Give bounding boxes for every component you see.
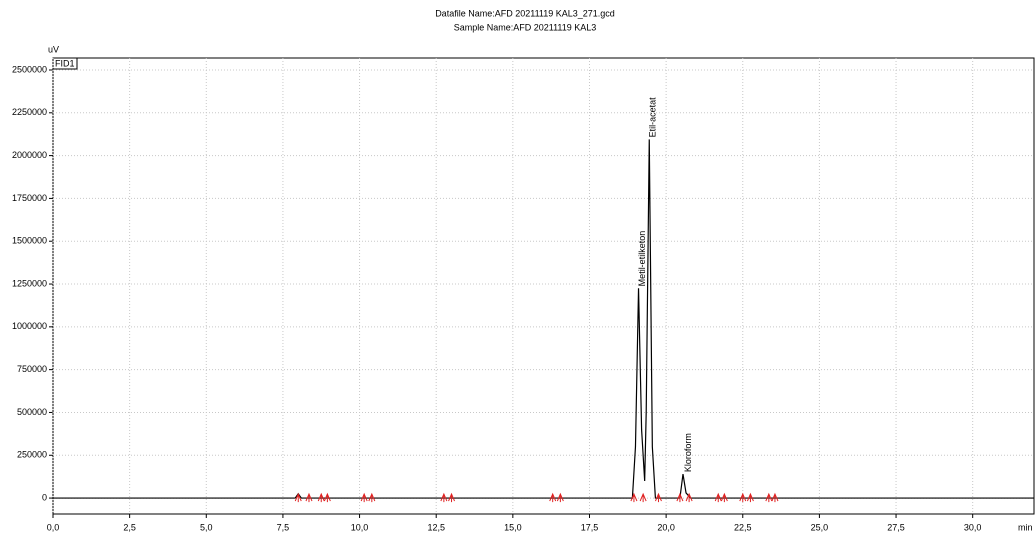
integration-marker — [549, 492, 557, 503]
x-tick-label: 10,0 — [351, 522, 369, 532]
integration-marker — [448, 492, 455, 503]
integration-marker — [720, 492, 728, 503]
integration-marker — [317, 492, 325, 503]
detector-box — [52, 57, 78, 70]
x-tick-label: 17,5 — [581, 522, 599, 532]
x-tick-label: 27,5 — [887, 522, 905, 532]
integration-marker — [440, 492, 448, 503]
y-tick-label: 2250000 — [12, 107, 47, 117]
peak-label: Etil-acetat — [648, 97, 658, 138]
peak-label: Metil-etilketon — [637, 231, 647, 287]
y-tick-label: 1750000 — [12, 193, 47, 203]
peak-label: Kloroform — [683, 433, 693, 472]
plot-frame — [52, 57, 1035, 515]
y-tick-label: 500000 — [17, 407, 47, 417]
chart-title: Datafile Name:AFD 20211119 KAL3_271.gcd — [435, 8, 615, 18]
y-axis-label: uV — [48, 44, 59, 54]
integration-marker — [765, 492, 773, 503]
x-tick-label: 12,5 — [427, 522, 445, 532]
y-tick-label: 1000000 — [12, 321, 47, 331]
integration-marker — [739, 492, 747, 503]
integration-marker — [323, 492, 331, 503]
x-tick-label: 15,0 — [504, 522, 522, 532]
detector-label: FID1 — [55, 58, 75, 68]
integration-marker — [630, 492, 638, 503]
integration-marker — [305, 492, 313, 503]
integration-marker — [556, 492, 564, 503]
x-tick-label: 25,0 — [811, 522, 829, 532]
y-tick-label: 0 — [42, 492, 47, 502]
integration-marker — [368, 492, 376, 503]
y-tick-label: 1500000 — [12, 236, 47, 246]
y-tick-label: 750000 — [17, 364, 47, 374]
x-tick-label: 5,0 — [200, 522, 213, 532]
x-tick-label: 0,0 — [47, 522, 60, 532]
chart-subtitle: Sample Name:AFD 20211119 KAL3 — [454, 22, 597, 32]
y-tick-label: 2500000 — [12, 64, 47, 74]
integration-marker — [676, 492, 684, 503]
chromatogram-trace — [53, 139, 1034, 499]
x-tick-label: 22,5 — [734, 522, 752, 532]
integration-marker — [714, 492, 722, 503]
y-tick-label: 2000000 — [12, 150, 47, 160]
integration-marker — [746, 492, 754, 503]
x-tick-label: 7,5 — [277, 522, 290, 532]
x-tick-label: 2,5 — [123, 522, 136, 532]
x-tick-label: 20,0 — [657, 522, 675, 532]
x-axis-label: min — [1018, 522, 1033, 532]
integration-marker — [655, 492, 662, 503]
integration-marker — [771, 492, 779, 503]
x-tick-label: 30,0 — [964, 522, 982, 532]
integration-marker — [294, 492, 302, 503]
integration-marker — [685, 492, 693, 503]
y-tick-label: 250000 — [17, 450, 47, 460]
integration-marker — [639, 492, 647, 503]
integration-marker — [360, 492, 368, 503]
y-tick-label: 1250000 — [12, 278, 47, 288]
